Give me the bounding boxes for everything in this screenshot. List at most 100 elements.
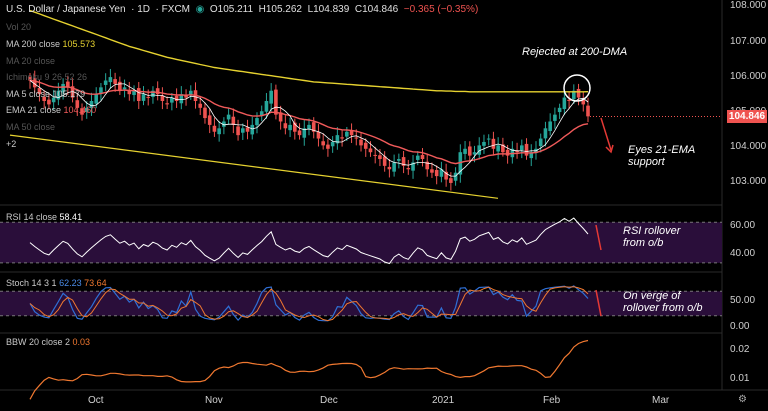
candle-body [368,148,373,153]
candle-body [529,152,534,159]
candle-body [397,159,401,161]
candle-body [449,178,453,183]
candle-body [141,94,146,101]
candle-body [236,126,240,136]
ohlc-high: H105.262 [258,4,302,15]
ohlc-change: −0.365 (−0.35%) [403,4,479,15]
annotation-rsi-line1: RSI rollover [623,225,681,237]
legend-ema21[interactable]: EMA 21 close 104.460 [6,105,96,115]
candle-body [160,95,165,101]
annotation-stoch-rollover: On verge of rollover from o/b [623,290,702,314]
candle-body [330,141,335,147]
candle-body [89,101,94,109]
rsi-pane-label[interactable]: RSI 14 close 58.41 [6,212,82,222]
candle-body [340,137,344,139]
legend-vol[interactable]: Vol 20 [6,22,32,32]
candle-body [122,87,127,90]
price-tick: 108.000 [730,0,767,11]
candle-body [307,124,311,129]
candle-body [467,146,472,156]
candle-body [557,107,562,113]
candle-body [212,125,217,132]
candle-body [288,124,292,131]
candle-body [349,130,354,136]
candle-body [406,168,411,170]
candle-body [444,171,448,180]
candle-body [581,99,586,105]
rsi-line [29,217,589,265]
stoch-pane-label[interactable]: Stoch 14 3 1 62.23 73.64 [6,278,107,288]
candle-body [155,88,160,95]
annotation-eyes-line1: Eyes 21-EMA [628,144,696,156]
rsi-tick: 40.00 [730,248,756,259]
annotation-stoch-line2: rollover from o/b [623,302,703,314]
candle-body [118,81,122,91]
stoch-band [0,291,722,316]
candle-body [501,144,505,153]
candle-body [297,130,302,136]
settings-gear-icon[interactable]: ⚙ [738,394,747,405]
candle-body [184,95,188,98]
candle-body [127,89,132,95]
candle-body [255,118,259,126]
bbw-line [29,339,589,400]
legend-ma200[interactable]: MA 200 close 105.573 [6,39,95,49]
candle-body [472,152,477,155]
stoch-k-line [29,285,589,322]
time-tick: Feb [543,395,561,406]
candle-body [515,150,519,153]
candle-body [61,83,65,93]
rsi-tick: 60.00 [730,220,756,231]
down-arrow [600,117,612,151]
candle-body [496,145,500,152]
symbol-title: U.S. Dollar / Japanese Yen [6,4,126,15]
candle-body [250,124,255,135]
candle-body [345,131,349,137]
candle-body [434,169,439,177]
candle-body [75,100,80,108]
annotation-rsi-line2: from o/b [623,237,664,249]
candle-body [562,97,567,110]
candle-body [132,90,136,95]
price-tick: 106.000 [730,71,767,82]
bbw-label: BBW 20 close 2 [6,337,71,347]
candle-body [99,87,103,94]
legend-ma5[interactable]: MA 5 close 105.179 [6,89,85,99]
candle-body [203,107,207,119]
candle-body [392,162,396,172]
candle-body [278,112,283,122]
candle-body [553,114,557,121]
candle-body [283,123,288,129]
ema21-line [29,79,589,165]
legend-more[interactable]: +2 [6,139,17,149]
bbw-pane-label[interactable]: BBW 20 close 2 0.03 [6,337,90,347]
legend-ma50[interactable]: MA 50 close [6,122,56,132]
annotation-rsi-rollover: RSI rollover from o/b [623,225,680,249]
candle-body [217,128,221,135]
bbw-tick: 0.02 [730,344,750,355]
candle-body [359,139,363,146]
legend-ma5-value: 105.179 [52,89,86,99]
candle-body [66,81,70,88]
candle-body [354,137,359,139]
legend-ma20[interactable]: MA 20 close [6,56,56,66]
candle-body [165,103,169,105]
annotation-stoch-line1: On verge of [623,290,681,302]
time-tick: Oct [88,395,104,406]
candle-body [94,94,99,104]
candle-body [576,88,581,98]
candle-body [302,128,307,138]
candle-body [146,96,151,98]
interval-label[interactable]: 1D [137,4,150,15]
rsi-label: RSI 14 close [6,212,58,222]
legend-ichimoku[interactable]: Ichimoku 9 26 52 26 [6,72,88,82]
annotation-eyes-line2: support [628,156,665,168]
rejection-circle [563,74,591,102]
annotation-rejected: Rejected at 200-DMA [522,46,628,58]
source-label: FXCM [161,4,191,15]
candle-body [519,145,524,151]
time-tick: Nov [205,395,223,406]
candle-body [70,86,75,98]
